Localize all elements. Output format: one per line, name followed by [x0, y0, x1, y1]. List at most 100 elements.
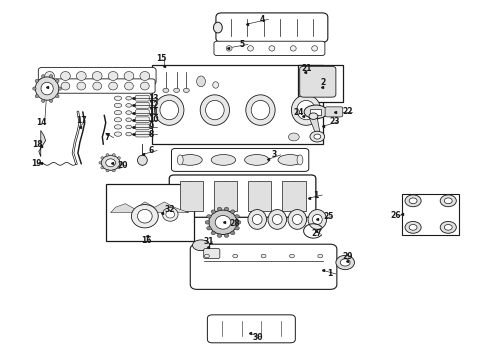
- Ellipse shape: [126, 118, 132, 122]
- Ellipse shape: [207, 226, 211, 230]
- Ellipse shape: [42, 75, 45, 78]
- Ellipse shape: [49, 99, 53, 103]
- Text: 9: 9: [148, 122, 153, 131]
- FancyBboxPatch shape: [136, 110, 149, 116]
- Bar: [106, 184, 194, 241]
- Ellipse shape: [35, 77, 59, 100]
- FancyBboxPatch shape: [204, 248, 220, 258]
- FancyBboxPatch shape: [300, 66, 336, 97]
- Ellipse shape: [101, 157, 104, 159]
- Ellipse shape: [126, 111, 132, 114]
- Ellipse shape: [114, 132, 122, 136]
- Text: 6: 6: [148, 146, 153, 155]
- Ellipse shape: [114, 103, 122, 108]
- Ellipse shape: [118, 157, 121, 159]
- Bar: [179, 181, 203, 211]
- Ellipse shape: [209, 210, 237, 234]
- Ellipse shape: [77, 82, 86, 90]
- Ellipse shape: [231, 231, 235, 235]
- Text: 20: 20: [117, 161, 127, 170]
- Ellipse shape: [440, 221, 456, 233]
- Text: 14: 14: [36, 118, 47, 127]
- Bar: [248, 181, 271, 211]
- Ellipse shape: [218, 207, 222, 211]
- Bar: [298, 65, 343, 102]
- Ellipse shape: [33, 87, 36, 90]
- Ellipse shape: [124, 72, 134, 81]
- Ellipse shape: [314, 134, 321, 139]
- Ellipse shape: [163, 88, 169, 93]
- Ellipse shape: [162, 208, 178, 221]
- FancyBboxPatch shape: [325, 107, 343, 117]
- Ellipse shape: [131, 204, 158, 228]
- Text: 4: 4: [260, 15, 265, 24]
- Ellipse shape: [207, 215, 211, 218]
- Ellipse shape: [290, 46, 296, 51]
- Ellipse shape: [213, 82, 219, 88]
- Text: 5: 5: [239, 40, 244, 49]
- Text: 18: 18: [32, 140, 43, 149]
- Ellipse shape: [106, 169, 109, 172]
- Ellipse shape: [126, 132, 132, 136]
- Ellipse shape: [409, 198, 417, 204]
- Ellipse shape: [138, 210, 152, 223]
- Ellipse shape: [99, 162, 102, 164]
- Ellipse shape: [109, 82, 118, 90]
- Bar: [282, 181, 306, 211]
- Bar: [214, 181, 237, 211]
- Text: 3: 3: [272, 150, 277, 159]
- Ellipse shape: [289, 133, 299, 141]
- Text: 21: 21: [302, 64, 312, 73]
- Ellipse shape: [444, 225, 452, 230]
- Ellipse shape: [248, 210, 267, 229]
- FancyBboxPatch shape: [207, 315, 295, 343]
- Ellipse shape: [140, 72, 150, 81]
- Ellipse shape: [193, 240, 210, 251]
- Ellipse shape: [444, 198, 452, 204]
- Ellipse shape: [211, 210, 216, 213]
- Ellipse shape: [56, 79, 59, 82]
- Ellipse shape: [58, 87, 62, 90]
- Ellipse shape: [126, 125, 132, 129]
- Ellipse shape: [112, 169, 115, 172]
- Ellipse shape: [92, 72, 102, 81]
- Ellipse shape: [226, 46, 232, 51]
- Ellipse shape: [106, 159, 116, 167]
- Ellipse shape: [141, 82, 149, 90]
- Ellipse shape: [308, 210, 327, 229]
- Text: 23: 23: [329, 117, 340, 126]
- Bar: [311, 109, 321, 114]
- Ellipse shape: [288, 210, 307, 229]
- Text: 27: 27: [312, 229, 322, 238]
- Ellipse shape: [61, 72, 71, 81]
- Text: 2: 2: [320, 78, 325, 87]
- Ellipse shape: [155, 95, 184, 125]
- Ellipse shape: [268, 210, 287, 229]
- Text: 12: 12: [148, 101, 159, 110]
- Polygon shape: [111, 202, 189, 213]
- FancyBboxPatch shape: [136, 95, 149, 101]
- Ellipse shape: [101, 155, 120, 170]
- Ellipse shape: [120, 162, 122, 164]
- Ellipse shape: [290, 254, 294, 258]
- Text: 29: 29: [343, 252, 353, 261]
- FancyBboxPatch shape: [190, 244, 337, 289]
- Ellipse shape: [206, 100, 224, 120]
- Ellipse shape: [45, 82, 54, 90]
- Ellipse shape: [211, 154, 236, 165]
- Text: 24: 24: [294, 108, 304, 117]
- Text: 13: 13: [148, 94, 159, 103]
- Ellipse shape: [224, 234, 229, 237]
- Ellipse shape: [297, 100, 316, 120]
- Ellipse shape: [108, 72, 118, 81]
- FancyBboxPatch shape: [169, 175, 316, 217]
- Ellipse shape: [124, 82, 133, 90]
- Text: 1: 1: [314, 190, 318, 199]
- FancyBboxPatch shape: [136, 117, 149, 123]
- Bar: [402, 194, 459, 234]
- Ellipse shape: [215, 216, 231, 229]
- Ellipse shape: [35, 95, 39, 98]
- FancyBboxPatch shape: [136, 131, 149, 137]
- Text: 11: 11: [148, 108, 159, 117]
- Ellipse shape: [114, 125, 122, 129]
